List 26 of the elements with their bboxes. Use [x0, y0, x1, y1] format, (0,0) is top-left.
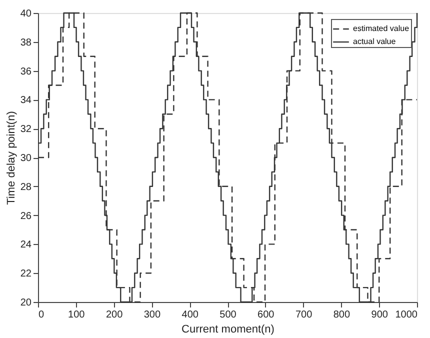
y-tick-label: 38 [20, 37, 32, 48]
x-tick-label: 600 [258, 310, 275, 320]
x-tick-label: 900 [371, 310, 388, 320]
y-tick-label: 28 [20, 182, 32, 193]
x-tick-label: 1000 [395, 310, 418, 320]
y-tick-label: 40 [20, 8, 32, 20]
x-tick-label: 0 [38, 310, 44, 320]
y-tick-label: 22 [20, 268, 32, 280]
x-axis-title: Current moment(n) [182, 324, 274, 336]
y-tick-label: 30 [20, 153, 32, 164]
x-tick-label: 800 [333, 310, 350, 320]
x-tick-label: 700 [295, 310, 313, 320]
legend-label: actual value [353, 37, 396, 46]
x-tick-label: 500 [220, 310, 237, 320]
y-tick-label: 26 [20, 210, 32, 222]
y-tick-label: 32 [20, 124, 32, 136]
y-axis-title: Time delay point(n) [5, 111, 18, 205]
y-tick-label: 34 [20, 95, 32, 106]
x-tick-label: 400 [182, 310, 199, 320]
y-tick-label: 24 [20, 240, 32, 251]
x-tick-label: 300 [144, 310, 161, 320]
x-tick-label: 200 [106, 310, 124, 320]
y-tick-label: 36 [20, 66, 32, 78]
x-tick-label: 100 [68, 310, 86, 320]
legend-label: estimated value [353, 24, 410, 33]
y-tick-label: 20 [20, 298, 32, 308]
